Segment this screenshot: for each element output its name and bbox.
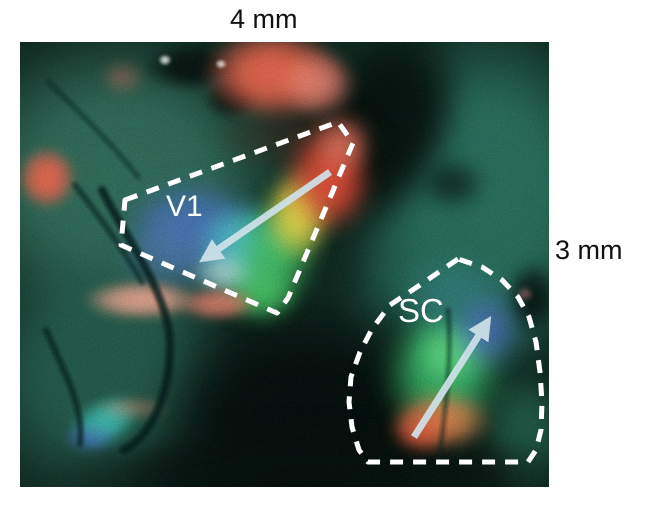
sc-arrow: [411, 315, 492, 439]
brain-photo: V1 SC: [20, 42, 549, 487]
sc-outline: [346, 256, 545, 465]
annotation-overlay: [118, 119, 545, 465]
v1-arrow: [199, 169, 332, 263]
scale-label-horizontal: 4 mm: [230, 4, 298, 34]
noise-texture-green: [20, 42, 549, 487]
region-label-sc: SC: [398, 292, 444, 329]
region-label-v1: V1: [166, 190, 203, 223]
v1-outline: [118, 119, 356, 316]
scale-label-vertical: 3 mm: [555, 235, 623, 265]
